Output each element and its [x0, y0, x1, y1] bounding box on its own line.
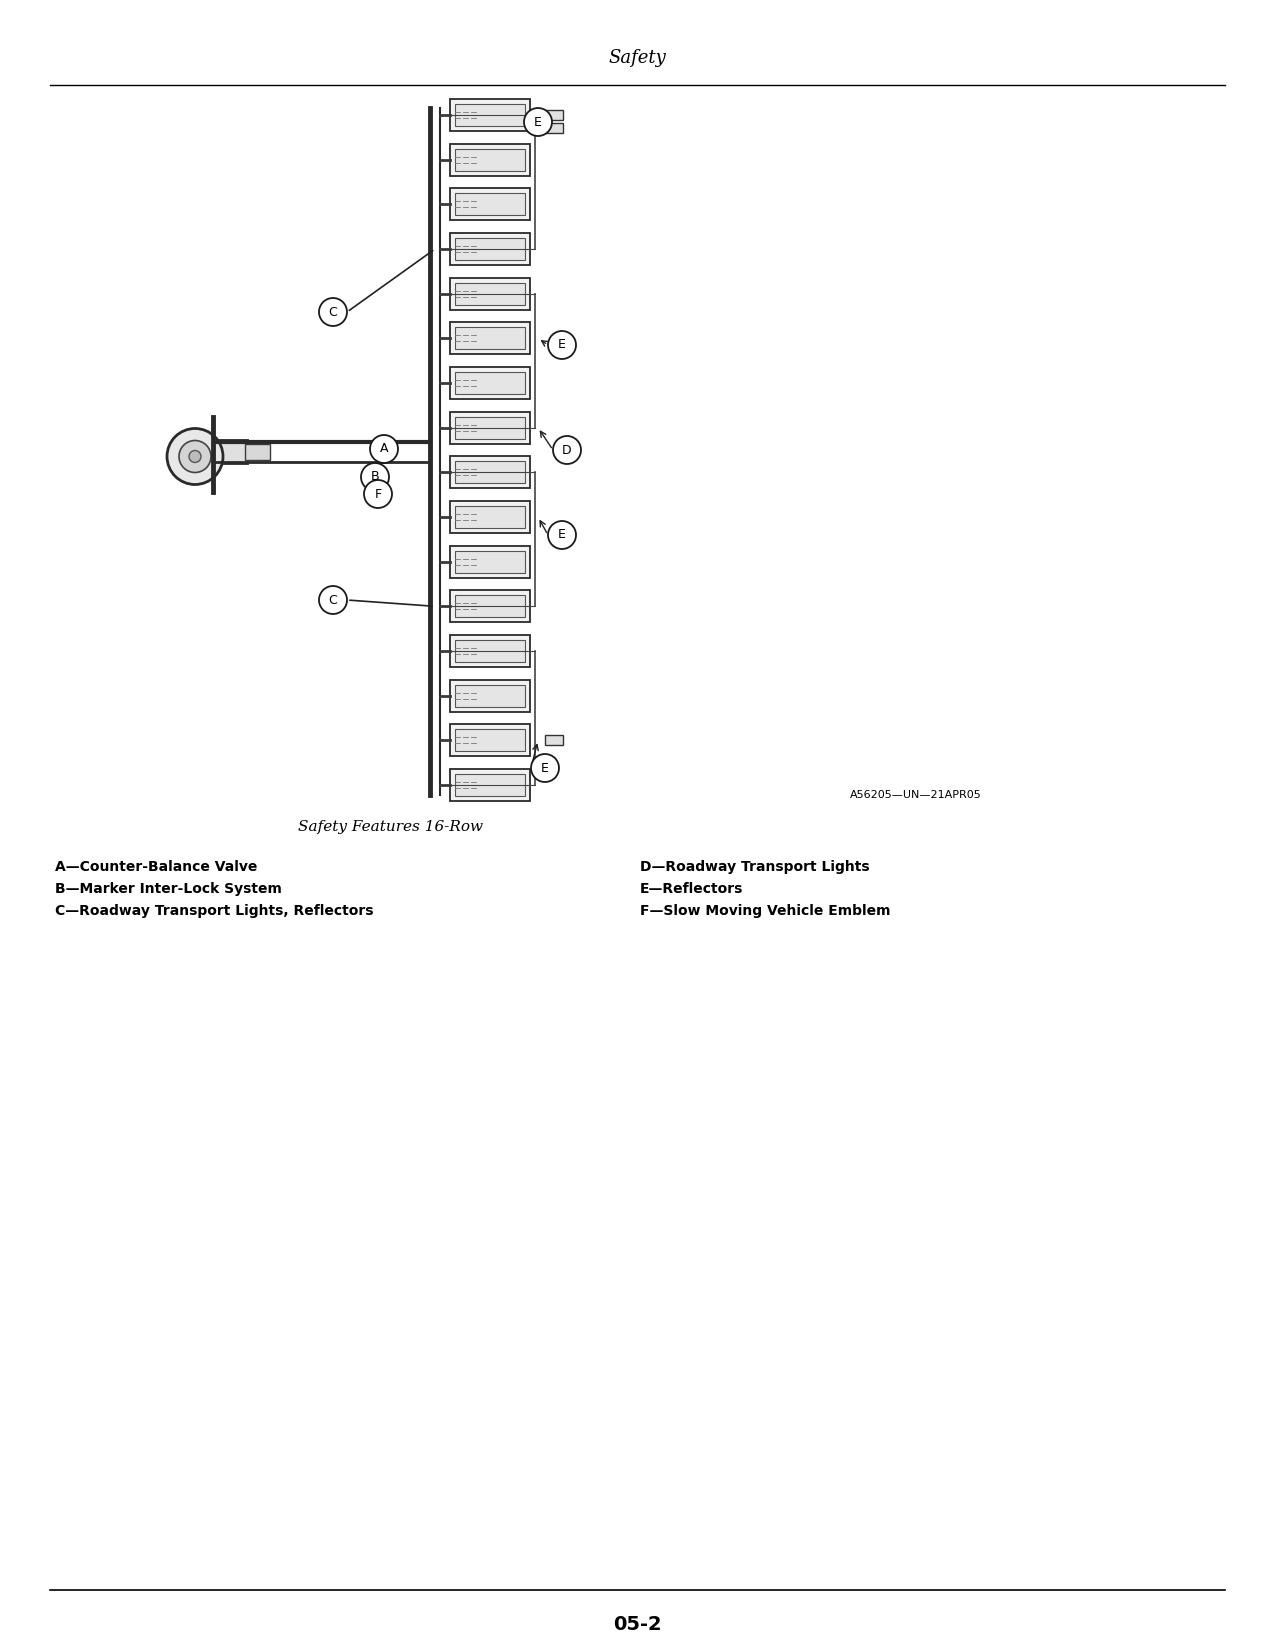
Text: Safety: Safety — [608, 50, 666, 68]
Bar — [455, 551, 525, 573]
Bar — [544, 124, 564, 134]
Bar — [455, 685, 525, 706]
Circle shape — [548, 332, 576, 360]
Text: C—Roadway Transport Lights, Reflectors: C—Roadway Transport Lights, Reflectors — [55, 904, 374, 917]
Circle shape — [363, 480, 391, 508]
Bar — [450, 769, 530, 800]
Circle shape — [319, 586, 347, 614]
Circle shape — [553, 436, 581, 464]
Circle shape — [361, 464, 389, 492]
Text: A56205—UN—21APR05: A56205—UN—21APR05 — [850, 790, 982, 800]
Circle shape — [167, 429, 223, 485]
Text: B: B — [371, 470, 380, 483]
Bar — [455, 596, 525, 617]
Text: 05-2: 05-2 — [613, 1615, 662, 1634]
Bar — [450, 144, 530, 175]
Text: E: E — [534, 116, 542, 129]
Circle shape — [548, 521, 576, 549]
Text: D—Roadway Transport Lights: D—Roadway Transport Lights — [640, 860, 870, 874]
Bar — [455, 148, 525, 170]
Bar — [455, 193, 525, 216]
Text: E: E — [558, 528, 566, 541]
Text: C: C — [329, 594, 338, 607]
Bar — [455, 282, 525, 305]
Bar — [450, 188, 530, 221]
Bar — [450, 724, 530, 756]
Bar — [544, 111, 564, 120]
Circle shape — [370, 436, 398, 464]
Text: F—Slow Moving Vehicle Emblem: F—Slow Moving Vehicle Emblem — [640, 904, 890, 917]
Bar — [450, 411, 530, 444]
Bar — [450, 233, 530, 266]
Bar — [450, 457, 530, 488]
Bar — [455, 774, 525, 795]
Text: E: E — [558, 338, 566, 351]
Text: E—Reflectors: E—Reflectors — [640, 883, 743, 896]
Bar — [544, 736, 564, 746]
Bar — [450, 635, 530, 667]
Bar — [450, 591, 530, 622]
Bar — [455, 238, 525, 261]
Text: B—Marker Inter-Lock System: B—Marker Inter-Lock System — [55, 883, 282, 896]
Bar — [245, 444, 270, 459]
Bar — [455, 327, 525, 350]
Circle shape — [319, 299, 347, 327]
Bar — [455, 507, 525, 528]
Text: A: A — [380, 442, 389, 455]
Bar — [455, 371, 525, 394]
Bar — [455, 417, 525, 439]
Text: A—Counter-Balance Valve: A—Counter-Balance Valve — [55, 860, 258, 874]
Text: E: E — [541, 762, 550, 774]
Bar — [455, 640, 525, 662]
Bar — [455, 462, 525, 483]
Bar — [450, 366, 530, 399]
Bar — [450, 99, 530, 130]
Bar — [450, 546, 530, 577]
Text: Safety Features 16-Row: Safety Features 16-Row — [297, 820, 482, 833]
Bar — [450, 277, 530, 310]
Bar — [450, 680, 530, 711]
Bar — [450, 322, 530, 355]
Text: F: F — [375, 487, 381, 500]
Bar — [213, 439, 249, 464]
Text: C: C — [329, 305, 338, 318]
Circle shape — [530, 754, 558, 782]
Bar — [455, 729, 525, 751]
Bar — [450, 502, 530, 533]
Circle shape — [179, 441, 210, 472]
Circle shape — [189, 450, 201, 462]
Circle shape — [524, 107, 552, 135]
Text: D: D — [562, 444, 571, 457]
Bar — [455, 104, 525, 125]
